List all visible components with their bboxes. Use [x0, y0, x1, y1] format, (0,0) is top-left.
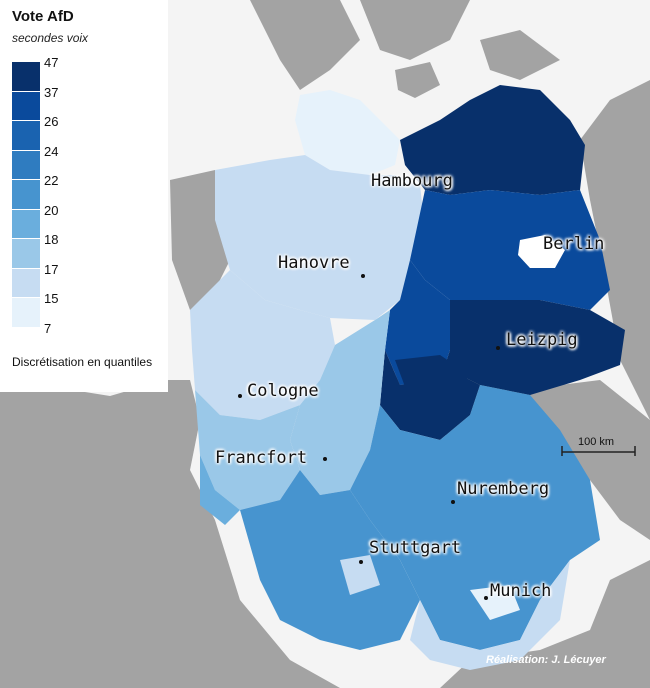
credit-text: Réalisation: J. Lécuyer [486, 654, 606, 666]
city-label-berlin: Berlin [543, 234, 605, 254]
legend-method: Discrétisation en quantiles [12, 355, 153, 369]
city-dot-hanovre [361, 274, 365, 278]
region-saxony [440, 300, 625, 395]
legend-break-label: 26 [44, 114, 59, 129]
legend-swatch [12, 268, 40, 298]
legend-break-label: 7 [44, 320, 52, 336]
region-schleswig-holstein [295, 90, 400, 175]
legend-swatch [12, 180, 40, 210]
legend-break-label: 17 [44, 261, 59, 277]
legend-swatch [12, 209, 40, 239]
city-label-hanovre: Hanovre [278, 253, 350, 273]
region-stuttgart-pocket [340, 555, 380, 595]
city-label-francfort: Francfort [215, 448, 308, 468]
legend-break-label: 47 [44, 55, 59, 70]
city-label-stuttgart: Stuttgart [369, 538, 462, 558]
germany-regions [190, 85, 625, 670]
city-label-cologne: Cologne [247, 381, 319, 401]
region-brandenburg [410, 190, 610, 310]
legend-break-label: 22 [44, 173, 59, 188]
legend-break-label: 24 [44, 143, 59, 159]
region-berlin [518, 235, 565, 268]
region-rhineland [195, 390, 300, 510]
city-dot-leizpig [496, 346, 500, 350]
legend-swatch [12, 298, 40, 328]
legend-panel: Vote AfD secondes voix 47 37 26 24 22 20 18 17 1… [0, 0, 168, 392]
region-saarland [200, 455, 240, 525]
legend-swatch [12, 239, 40, 269]
legend-subtitle: secondes voix [12, 31, 89, 45]
scale-bar [561, 446, 636, 456]
city-dot-munich [484, 596, 488, 600]
city-dot-francfort [323, 457, 327, 461]
legend-break-label: 18 [44, 232, 59, 247]
legend-swatch [12, 121, 40, 151]
legend-break-label: 15 [44, 291, 59, 306]
legend-swatch [12, 62, 40, 92]
city-label-hambourg: Hambourg [371, 171, 453, 191]
region-saxony-anhalt [385, 260, 450, 385]
legend-break-label: 37 [44, 84, 59, 100]
region-bavaria-south [410, 560, 570, 670]
legend-swatches [12, 62, 40, 328]
region-hesse [290, 310, 390, 495]
region-baden-wurttemberg [240, 470, 420, 650]
legend-swatch [12, 91, 40, 121]
city-label-munich: Munich [490, 581, 552, 601]
region-nrw [190, 270, 335, 420]
city-label-leizpig: Leizpig [506, 330, 578, 350]
region-lower-saxony [215, 155, 425, 320]
city-dot-stuttgart [359, 560, 363, 564]
region-mecklenburg [400, 85, 585, 195]
region-thuringia-core [395, 355, 470, 400]
legend-title: Vote AfD [12, 8, 74, 25]
city-label-nuremberg: Nuremberg [457, 479, 550, 499]
region-bavaria [350, 385, 600, 650]
city-dot-cologne [238, 394, 242, 398]
scale-label: 100 km [578, 436, 615, 448]
legend-break-label: 20 [44, 202, 59, 218]
city-dot-nuremberg [451, 500, 455, 504]
legend-swatch [12, 150, 40, 180]
region-munich-pocket [470, 585, 520, 620]
